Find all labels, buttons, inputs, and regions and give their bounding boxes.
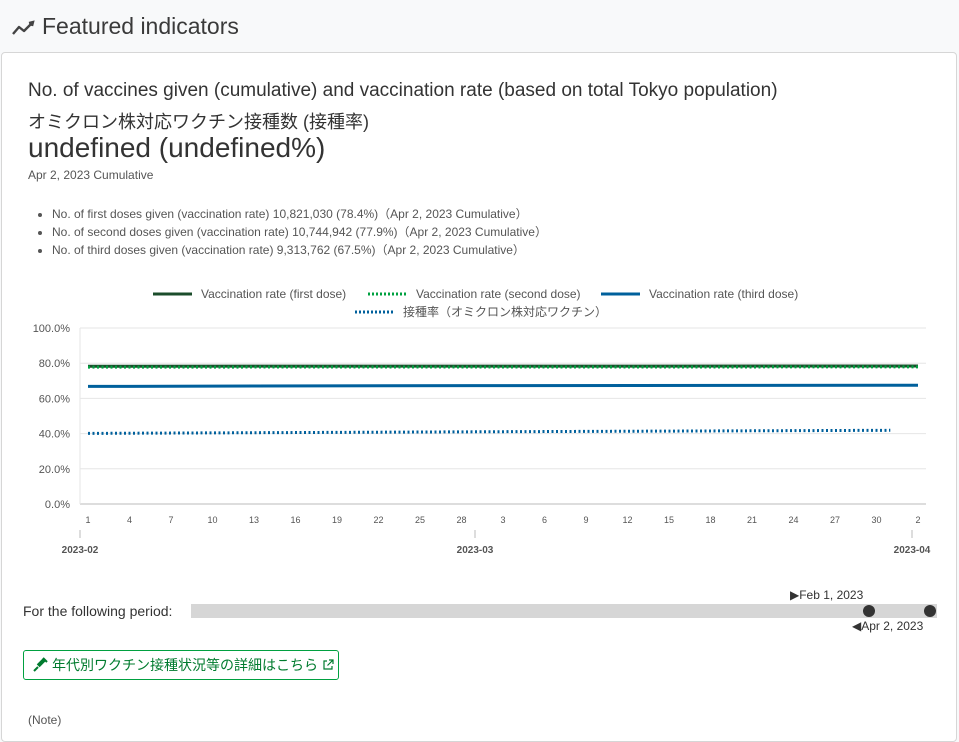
syringe-icon bbox=[32, 657, 48, 673]
x-month-label: 2023-02 bbox=[62, 545, 99, 556]
x-tick-label: 7 bbox=[168, 515, 173, 525]
x-tick-label: 16 bbox=[290, 515, 300, 525]
vaccination-rate-chart: Vaccination rate (first dose) Vaccination… bbox=[0, 280, 959, 570]
x-tick-label: 1 bbox=[85, 515, 90, 525]
x-tick-label: 3 bbox=[500, 515, 505, 525]
x-tick-label: 19 bbox=[332, 515, 342, 525]
note-label: (Note) bbox=[28, 713, 61, 727]
period-label: For the following period: bbox=[23, 603, 172, 619]
third-dose-item: No. of third doses given (vaccination ra… bbox=[52, 241, 547, 259]
x-tick-label: 24 bbox=[788, 515, 798, 525]
first-dose-item: No. of first doses given (vaccination ra… bbox=[52, 205, 547, 223]
x-tick-label: 10 bbox=[207, 515, 217, 525]
period-end-label: ◀Apr 2, 2023 bbox=[852, 619, 923, 633]
x-tick-label: 30 bbox=[871, 515, 881, 525]
period-slider-end-handle[interactable] bbox=[924, 605, 936, 617]
y-tick-label: 100.0% bbox=[33, 323, 71, 335]
age-detail-link-button[interactable]: 年代別ワクチン接種状況等の詳細はこちら bbox=[23, 650, 339, 680]
x-tick-label: 9 bbox=[583, 515, 588, 525]
x-tick-label: 28 bbox=[456, 515, 466, 525]
legend-label: Vaccination rate (first dose) bbox=[201, 287, 346, 301]
y-tick-label: 20.0% bbox=[39, 464, 70, 476]
y-tick-label: 0.0% bbox=[45, 499, 70, 511]
series-line-3 bbox=[88, 385, 918, 386]
card-title-en: No. of vaccines given (cumulative) and v… bbox=[28, 80, 778, 102]
headline-date: Apr 2, 2023 Cumulative bbox=[28, 168, 153, 182]
period-slider-start-handle[interactable] bbox=[863, 605, 875, 617]
x-month-label: 2023-03 bbox=[457, 545, 494, 556]
x-tick-label: 12 bbox=[622, 515, 632, 525]
external-link-icon bbox=[322, 659, 334, 671]
page-title: Featured indicators bbox=[42, 13, 239, 40]
series-line-4 bbox=[88, 430, 890, 433]
trend-line-icon bbox=[12, 18, 36, 38]
age-detail-link-label: 年代別ワクチン接種状況等の詳細はこちら bbox=[52, 655, 318, 675]
card-title-ja: オミクロン株対応ワクチン接種数 (接種率) bbox=[28, 108, 369, 134]
x-tick-label: 22 bbox=[373, 515, 383, 525]
period-slider-track[interactable] bbox=[191, 604, 937, 618]
x-tick-label: 6 bbox=[542, 515, 547, 525]
y-tick-label: 80.0% bbox=[39, 358, 70, 370]
second-dose-item: No. of second doses given (vaccination r… bbox=[52, 223, 547, 241]
page-header: Featured indicators bbox=[0, 0, 959, 52]
x-tick-label: 18 bbox=[705, 515, 715, 525]
x-tick-label: 13 bbox=[249, 515, 259, 525]
x-tick-label: 4 bbox=[127, 515, 132, 525]
x-tick-label: 25 bbox=[415, 515, 425, 525]
x-tick-label: 2 bbox=[915, 515, 920, 525]
legend-label: Vaccination rate (second dose) bbox=[416, 287, 581, 301]
x-tick-label: 21 bbox=[747, 515, 757, 525]
dose-summary-list: No. of first doses given (vaccination ra… bbox=[28, 205, 547, 259]
x-month-label: 2023-04 bbox=[894, 545, 931, 556]
legend-label: Vaccination rate (third dose) bbox=[649, 287, 798, 301]
period-start-label: ▶Feb 1, 2023 bbox=[790, 588, 863, 602]
x-tick-label: 27 bbox=[830, 515, 840, 525]
legend-label: 接種率（オミクロン株対応ワクチン） bbox=[403, 304, 607, 319]
x-tick-label: 15 bbox=[664, 515, 674, 525]
y-tick-label: 40.0% bbox=[39, 429, 70, 441]
headline-value: undefined (undefined%) bbox=[28, 132, 325, 164]
y-tick-label: 60.0% bbox=[39, 393, 70, 405]
